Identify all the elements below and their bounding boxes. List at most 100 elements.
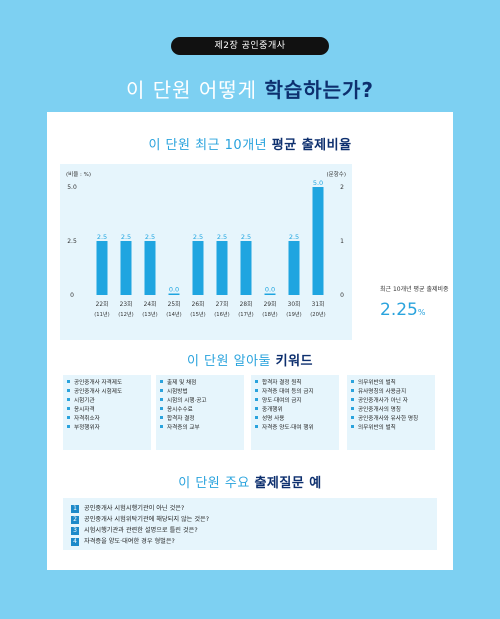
bar <box>312 187 324 295</box>
keyword-column-4: 의무위반의 벌칙 유사명칭의 사용금지 공인중개사가 아닌 자 공인중개사의 명… <box>347 375 435 450</box>
left-axis-label: (비율 : %) <box>66 170 91 178</box>
right-tick-label: 2 <box>340 184 344 191</box>
bar <box>192 241 204 295</box>
category-sub-label: (13년) <box>142 310 157 318</box>
keyword-item: 공인중개사가 아닌 자 <box>351 397 431 406</box>
keyword-item: 공인중개사와 유사한 명칭 <box>351 415 431 424</box>
keyword-item: 공인중개사 자격제도 <box>67 379 147 388</box>
question-text: 자격증을 양도·대여한 경우 형벌은? <box>84 538 175 545</box>
bar-value-label: 2.5 <box>193 233 203 241</box>
category-label: 26회 <box>192 300 205 308</box>
keyword-item: 공인중개사 시험제도 <box>67 388 147 397</box>
category-label: 31회 <box>312 300 325 308</box>
right-tick-label: 1 <box>340 238 344 245</box>
bar <box>288 241 300 295</box>
keyword-item: 자격증 양도·대여 행위 <box>255 424 335 433</box>
section-title-keywords-plain: 이 단원 알아둘 <box>186 354 276 369</box>
question-item: 3 시험시행기관과 관련한 설명으로 틀린 것은? <box>71 525 429 536</box>
category-sub-label: (16년) <box>214 310 229 318</box>
bar-value-label: 2.5 <box>145 233 155 241</box>
category-label: 24회 <box>144 300 157 308</box>
bar-value-label: 2.5 <box>289 233 299 241</box>
question-number: 4 <box>71 538 79 546</box>
keyword-item: 자격증의 교부 <box>160 424 240 433</box>
ratio-chart-panel: (비율 : %) (문항수) 5.0 2.5 0 2 1 0 2.5 22회 (11년) 2.5… <box>60 164 352 340</box>
question-text: 공인중개사 시험위탁기관에 해당되지 않는 것은? <box>84 516 210 523</box>
category-sub-label: (12년) <box>118 310 133 318</box>
bar-value-label: 2.5 <box>217 233 227 241</box>
content-card: 이 단원 최근 10개년 평균 출제비율 (비율 : %) (문항수) 5.0 2… <box>47 112 453 570</box>
keyword-item: 시험의 시행·공고 <box>160 397 240 406</box>
bar <box>168 293 180 295</box>
section-title-ratio-bold: 평균 출제비율 <box>271 138 352 153</box>
left-tick-label: 2.5 <box>67 238 77 245</box>
keyword-item: 중개행위 <box>255 406 335 415</box>
bar-value-label: 2.5 <box>241 233 251 241</box>
category-sub-label: (15년) <box>190 310 205 318</box>
question-item: 4 자격증을 양도·대여한 경우 형벌은? <box>71 536 429 547</box>
keyword-item: 출제 및 채점 <box>160 379 240 388</box>
category-sub-label: (20년) <box>310 310 325 318</box>
keyword-item: 성명 사용 <box>255 415 335 424</box>
section-title-ratio-plain: 이 단원 최근 10개년 <box>148 138 272 153</box>
question-item: 2 공인중개사 시험위탁기관에 해당되지 않는 것은? <box>71 514 429 525</box>
average-value: 2.25% <box>380 300 425 320</box>
bar <box>96 241 108 295</box>
average-unit: % <box>417 308 426 317</box>
bar <box>240 241 252 295</box>
category-sub-label: (17년) <box>238 310 253 318</box>
bar <box>120 241 132 295</box>
keyword-item: 시험방법 <box>160 388 240 397</box>
question-number: 3 <box>71 527 79 535</box>
question-list: 1 공인중개사 시험시행기관이 아닌 것은? 2 공인중개사 시험위탁기관에 해당되… <box>63 498 437 550</box>
section-title-keywords-bold: 키워드 <box>275 354 314 369</box>
question-number: 1 <box>71 505 79 513</box>
category-sub-label: (11년) <box>94 310 109 318</box>
keyword-column-3: 합격자 결정 원칙 자격증 대여 등의 금지 양도·대여의 금지 중개행위 성명… <box>251 375 339 450</box>
section-title-questions-bold: 출제질문 예 <box>254 476 322 491</box>
question-item: 1 공인중개사 시험시행기관이 아닌 것은? <box>71 503 429 514</box>
bar <box>264 293 276 295</box>
section-title-ratio: 이 단원 최근 10개년 평균 출제비율 <box>47 134 453 153</box>
keyword-column-2: 출제 및 채점 시험방법 시험의 시행·공고 응시수수료 합격자 결정 자격증의… <box>156 375 244 450</box>
bar <box>144 241 156 295</box>
headline-plain: 이 단원 어떻게 <box>125 78 265 102</box>
right-tick-label: 0 <box>340 292 344 299</box>
section-title-questions: 이 단원 주요 출제질문 예 <box>47 472 453 491</box>
keyword-item: 시험기관 <box>67 397 147 406</box>
category-label: 29회 <box>264 300 277 308</box>
page-headline: 이 단원 어떻게 학습하는가? <box>0 74 500 103</box>
question-text: 공인중개사 시험시행기관이 아닌 것은? <box>84 505 185 512</box>
keyword-item: 합격자 결정 <box>160 415 240 424</box>
category-label: 23회 <box>120 300 133 308</box>
category-sub-label: (18년) <box>262 310 277 318</box>
left-tick-label: 5.0 <box>67 184 77 191</box>
bar <box>216 241 228 295</box>
keyword-item: 의무위반의 벌칙 <box>351 379 431 388</box>
section-title-questions-plain: 이 단원 주요 <box>178 476 255 491</box>
average-label: 최근 10개년 평균 출제비중 <box>380 286 449 293</box>
question-number: 2 <box>71 516 79 524</box>
keyword-item: 의무위반의 벌칙 <box>351 424 431 433</box>
keyword-column-1: 공인중개사 자격제도 공인중개사 시험제도 시험기관 응시자격 자격취소자 부정… <box>63 375 151 450</box>
category-sub-label: (19년) <box>286 310 301 318</box>
ratio-chart: (비율 : %) (문항수) 5.0 2.5 0 2 1 0 2.5 22회 (11년) 2.5… <box>66 170 346 318</box>
section-title-keywords: 이 단원 알아둘 키워드 <box>47 350 453 369</box>
category-label: 25회 <box>168 300 181 308</box>
bar-value-label: 0.0 <box>169 286 179 294</box>
keyword-item: 양도·대여의 금지 <box>255 397 335 406</box>
bar-value-label: 2.5 <box>97 233 107 241</box>
keyword-item: 자격증 대여 등의 금지 <box>255 388 335 397</box>
bar-value-label: 0.0 <box>265 286 275 294</box>
chapter-tag: 제2장 공인중개사 <box>171 37 329 55</box>
keyword-item: 자격취소자 <box>67 415 147 424</box>
question-text: 시험시행기관과 관련한 설명으로 틀린 것은? <box>84 527 198 534</box>
keyword-item: 유사명칭의 사용금지 <box>351 388 431 397</box>
category-label: 27회 <box>216 300 229 308</box>
average-number: 2.25 <box>380 300 418 320</box>
bar-value-label: 5.0 <box>313 179 323 187</box>
keyword-item: 합격자 결정 원칙 <box>255 379 335 388</box>
left-tick-label: 0 <box>70 292 74 299</box>
bar-value-label: 2.5 <box>121 233 131 241</box>
keyword-item: 부정행위자 <box>67 424 147 433</box>
